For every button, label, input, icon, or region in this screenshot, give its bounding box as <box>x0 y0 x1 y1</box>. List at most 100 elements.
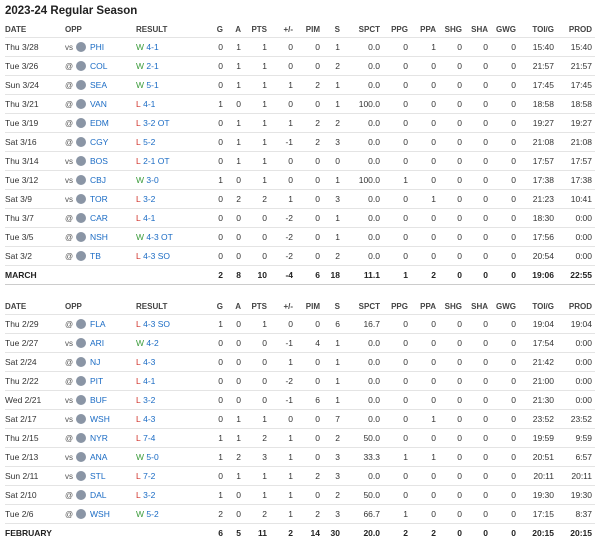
opponent[interactable]: CGY <box>90 136 109 147</box>
column-header: RESULT <box>136 298 208 315</box>
score[interactable]: 5-1 <box>146 80 159 90</box>
opponent[interactable]: TB <box>90 250 101 261</box>
score[interactable]: 4-2 <box>146 338 159 348</box>
opponent-cell: @ DAL <box>65 485 136 505</box>
score[interactable]: 5-2 <box>143 137 156 147</box>
stat: 21:08 <box>519 132 557 152</box>
opponent[interactable]: PHI <box>90 41 105 52</box>
opponent[interactable]: COL <box>90 60 108 71</box>
opponent-cell: vs PHI <box>65 37 136 57</box>
opponent[interactable]: STL <box>90 470 106 481</box>
score[interactable]: 5-0 <box>146 452 159 462</box>
score[interactable]: 4-1 <box>146 42 159 52</box>
stat: 20:54 <box>519 246 557 266</box>
score[interactable]: 7-4 <box>143 433 156 443</box>
score[interactable]: 7-2 <box>143 471 156 481</box>
opponent-cell: vs STL <box>65 466 136 486</box>
score[interactable]: 3-2 <box>143 194 156 204</box>
stat: 0 <box>383 37 411 57</box>
home-away: @ <box>65 232 74 242</box>
opponent[interactable]: EDM <box>90 117 109 128</box>
game-row: Sun 3/24 @ SEA W 5-1 0 1 1 1 2 1 0.0 0 0 0 0 0 17:45 17:4… <box>5 75 595 95</box>
date: Sat 3/16 <box>5 132 65 152</box>
opponent[interactable]: SEA <box>90 79 108 90</box>
opponent[interactable]: WSH <box>90 413 110 424</box>
table-body: Thu 3/28 vs PHI W 4-1 0 1 1 0 0 1 0.0 0 1 0 0 0 15:40 15:… <box>5 37 595 285</box>
opponent[interactable]: CAR <box>90 212 108 223</box>
stat: 0 <box>465 466 491 486</box>
score[interactable]: 2-1 OT <box>143 156 170 166</box>
stat: 0.0 <box>343 37 383 57</box>
opponent[interactable]: VAN <box>90 98 107 109</box>
stat: 4 <box>296 333 323 353</box>
column-header: A <box>226 21 244 38</box>
score[interactable]: 4-3 SO <box>143 251 171 261</box>
stat: 0 <box>439 390 465 410</box>
opponent-cell: @ NJ <box>65 352 136 372</box>
stat: 17:15 <box>519 504 557 524</box>
score[interactable]: 4-3 SO <box>143 319 171 329</box>
stat: 0 <box>411 227 439 247</box>
stat: 0 <box>323 151 343 171</box>
opponent[interactable]: DAL <box>90 489 107 500</box>
team-logo <box>76 194 86 205</box>
stat: 0 <box>383 428 411 448</box>
score[interactable]: 4-3 <box>143 357 156 367</box>
opponent[interactable]: WSH <box>90 508 110 519</box>
month-label: MARCH <box>5 265 208 285</box>
opponent[interactable]: TOR <box>90 193 108 204</box>
opponent[interactable]: BUF <box>90 394 107 405</box>
opponent[interactable]: FLA <box>90 318 106 329</box>
game-row: Thu 3/28 vs PHI W 4-1 0 1 1 0 0 1 0.0 0 1 0 0 0 15:40 15:… <box>5 37 595 57</box>
opponent[interactable]: NYR <box>90 432 108 443</box>
stat: 0 <box>296 314 323 334</box>
score[interactable]: 4-1 <box>143 99 156 109</box>
stat: 0 <box>465 371 491 391</box>
score[interactable]: 4-1 <box>143 213 156 223</box>
stat: 0 <box>383 390 411 410</box>
score[interactable]: 4-3 OT <box>146 232 173 242</box>
team-logo <box>76 61 86 72</box>
stat: 1 <box>208 428 226 448</box>
column-header: G <box>208 21 226 38</box>
opponent[interactable]: ANA <box>90 451 108 462</box>
score[interactable]: 3-0 <box>146 175 159 185</box>
opponent[interactable]: NJ <box>90 356 101 367</box>
score[interactable]: 3-2 <box>143 490 156 500</box>
season-title: 2023-24 Regular Season <box>5 5 138 17</box>
column-header: +/- <box>270 298 296 315</box>
stat: 0 <box>411 504 439 524</box>
score[interactable]: 4-1 <box>143 376 156 386</box>
date: Tue 2/13 <box>5 447 65 467</box>
win-loss: L <box>136 137 141 147</box>
total-stat: 2 <box>383 523 411 542</box>
win-loss: W <box>136 61 145 71</box>
score[interactable]: 3-2 <box>143 395 156 405</box>
column-header: SHA <box>465 21 491 38</box>
opponent[interactable]: BOS <box>90 155 108 166</box>
column-header: TOI/G <box>519 298 557 315</box>
stat: 17:38 <box>519 170 557 190</box>
stat: 23:52 <box>557 409 595 429</box>
stat: 0 <box>491 333 519 353</box>
stat: 1 <box>244 314 270 334</box>
opponent[interactable]: CBJ <box>90 174 107 185</box>
stat: 0 <box>208 352 226 372</box>
score[interactable]: 4-3 <box>143 414 156 424</box>
home-away: @ <box>65 251 74 261</box>
score[interactable]: 5-2 <box>146 509 159 519</box>
home-away: vs <box>65 194 73 204</box>
stat: 21:57 <box>519 56 557 76</box>
score[interactable]: 3-2 OT <box>143 118 170 128</box>
opponent[interactable]: PIT <box>90 375 104 386</box>
stat: 1 <box>323 208 343 228</box>
stat: 100.0 <box>343 94 383 114</box>
score[interactable]: 2-1 <box>146 61 159 71</box>
win-loss: L <box>136 319 141 329</box>
home-away: vs <box>65 338 73 348</box>
opponent-cell: vs ANA <box>65 447 136 467</box>
opponent[interactable]: NSH <box>90 231 108 242</box>
opponent[interactable]: ARI <box>90 337 105 348</box>
stat: 2 <box>323 428 343 448</box>
stat: 1 <box>208 485 226 505</box>
